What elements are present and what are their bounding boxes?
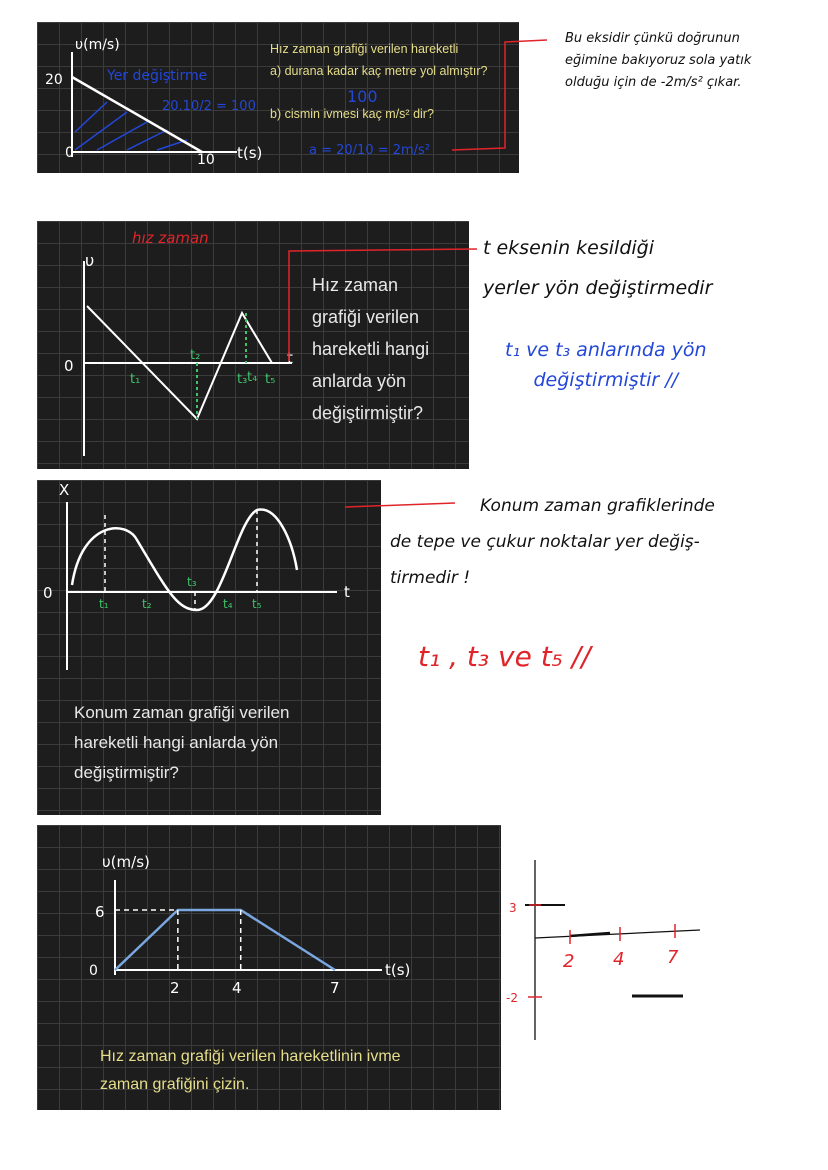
- t2-label: t₂: [142, 597, 152, 611]
- note-line: t eksenin kesildiği: [483, 237, 654, 259]
- side-note-2: t eksenin kesildiği yerler yön değiştirm…: [483, 228, 712, 308]
- x-tick-10: 10: [197, 152, 215, 168]
- x-tick-7: 7: [667, 947, 679, 968]
- answer-2: t₁ ve t₃ anlarında yön değiştirmiştir //: [505, 335, 707, 395]
- t5-label: t₅: [265, 372, 275, 387]
- x-axis-label: t: [287, 349, 293, 367]
- q-line: hareketli hangi: [312, 339, 430, 359]
- y-tick-3: 3: [509, 901, 517, 915]
- q-line: zaman grafiğini çizin.: [100, 1076, 250, 1093]
- question-2: Hız zaman grafiği verilen hareketli hangi a…: [312, 269, 429, 429]
- question-1: Hız zaman grafiği verilen hareketli: [270, 42, 459, 56]
- x-tick-2: 2: [170, 979, 180, 997]
- y-axis-label: υ(m/s): [102, 853, 150, 871]
- origin-label: 0: [43, 584, 53, 602]
- problem-3-image: X 0 t t₁ t₂ t₃ t₄ t₅ Konum zaman grafiği…: [37, 480, 381, 815]
- y-tick-minus2: -2: [506, 991, 518, 1005]
- x-tick-2: 2: [563, 951, 574, 972]
- question-1b: b) cismin ivmesi kaç m/s² dir?: [270, 107, 434, 121]
- red-arrow: [288, 248, 478, 361]
- position-curve: [70, 508, 299, 612]
- note-line: olduğu için de -2m/s² çıkar.: [565, 75, 742, 90]
- side-note-3: Konum zaman grafiklerinde de tepe ve çuk…: [390, 488, 715, 596]
- y-tick-6: 6: [95, 903, 105, 921]
- q-line: anlarda yön: [312, 371, 407, 391]
- problem-4-image: υ(m/s) 6 0 2 4 7 t(s) Hız zaman grafiği …: [37, 825, 501, 1110]
- velocity-graph-1: υ(m/s) 20 0 10 t(s) Yer değiştirme 20.10…: [45, 37, 548, 168]
- displacement-note: Yer değiştirme: [106, 68, 207, 84]
- note-line: Konum zaman grafiklerinde: [480, 496, 715, 516]
- q-line: Konum zaman grafiği verilen: [74, 703, 290, 722]
- q-line: Hız zaman: [312, 275, 399, 295]
- question-3: Konum zaman grafiği verilen hareketli han…: [74, 698, 289, 788]
- y-axis-label: υ(m/s): [75, 37, 120, 53]
- t1-label: t₁: [99, 597, 109, 611]
- area-calc: 20.10/2 = 100: [162, 99, 256, 114]
- x-axis-label: t(s): [385, 961, 410, 979]
- answer-a: 100: [347, 87, 378, 106]
- t3-label: t₃: [187, 575, 197, 589]
- y-axis-label: X: [59, 481, 69, 499]
- question-1a: a) durana kadar kaç metre yol almıştır?: [270, 64, 488, 78]
- note-line: yerler yön değiştirmedir: [483, 277, 713, 299]
- q-line: grafiği verilen: [312, 307, 420, 327]
- problem-2-image: υ 0 t t₁ t₂ t₃ t₄ t₅ hız zaman Hız zaman…: [37, 221, 478, 469]
- t4-label: t₄: [223, 597, 233, 611]
- x-axis-label: t(s): [237, 144, 262, 162]
- x-axis-label: t: [344, 583, 350, 601]
- note-line: de tepe ve çukur noktalar yer değiş-: [390, 532, 700, 552]
- answer-line: t₁ ve t₃ anlarında yön: [505, 339, 707, 361]
- t2-label: t₂: [190, 348, 200, 363]
- origin-label: 0: [64, 357, 74, 375]
- q-line: değiştirmiştir?: [74, 763, 179, 782]
- q-line: hareketli hangi anlarda yön: [74, 733, 279, 752]
- velocity-line: [114, 908, 336, 972]
- t1-label: t₁: [130, 372, 140, 387]
- x-tick-4: 4: [613, 949, 624, 970]
- answer-b: a = 20/10 = 2m/s²: [309, 143, 430, 158]
- handwritten-title: hız zaman: [132, 229, 209, 247]
- position-graph: X 0 t t₁ t₂ t₃ t₄ t₅: [43, 481, 350, 670]
- answer-line: değiştirmiştir //: [533, 369, 679, 391]
- origin-label: 0: [89, 963, 98, 979]
- hatch: [74, 101, 188, 151]
- x-tick-4: 4: [232, 979, 242, 997]
- note-line: tirmedir !: [390, 568, 471, 588]
- question-4: Hız zaman grafiği verilen hareketlinin i…: [100, 1043, 401, 1099]
- velocity-graph-4: υ(m/s) 6 0 2 4 7 t(s): [89, 853, 410, 997]
- y-axis-label: υ: [85, 251, 94, 270]
- side-note-1: Bu eksidir çünkü doğrunun eğimine bakıyo…: [565, 28, 751, 94]
- problem-1-image: υ(m/s) 20 0 10 t(s) Yer değiştirme 20.10…: [37, 22, 548, 173]
- q-line: değiştirmiştir?: [312, 403, 424, 423]
- velocity-line: [86, 305, 273, 421]
- t5-label: t₅: [252, 597, 262, 611]
- x-tick-7: 7: [330, 979, 340, 997]
- velocity-line: [71, 75, 203, 154]
- note-line: Bu eksidir çünkü doğrunun: [565, 31, 740, 46]
- origin-label: 0: [65, 145, 74, 161]
- q-line: Hız zaman grafiği verilen hareketlinin i…: [100, 1048, 401, 1065]
- answer-3: t₁ , t₃ ve t₅ //: [418, 640, 591, 673]
- t4-label: t₄: [247, 370, 257, 385]
- note-line: eğimine bakıyoruz sola yatık: [565, 53, 752, 68]
- red-arrow: [451, 39, 548, 151]
- y-tick-20: 20: [45, 72, 63, 88]
- velocity-graph-2: υ 0 t t₁ t₂ t₃ t₄ t₅ hız zaman: [64, 229, 478, 456]
- t3-label: t₃: [237, 372, 247, 387]
